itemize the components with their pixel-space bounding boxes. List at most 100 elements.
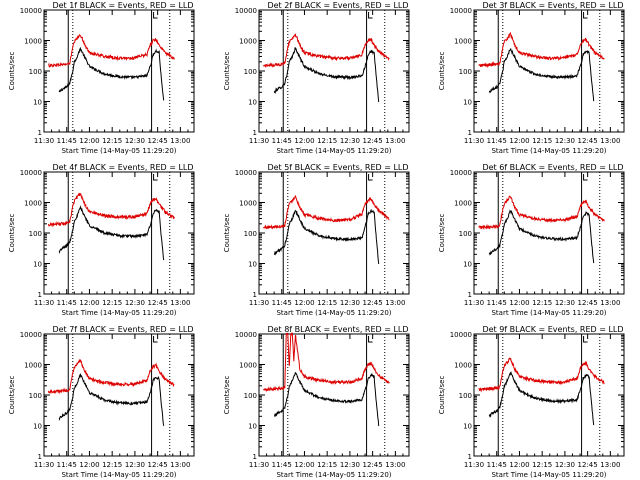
y-tick-label: 1000 xyxy=(454,200,472,208)
y-tick-label: 10 xyxy=(463,423,472,431)
y-tick-label: 100 xyxy=(459,392,472,400)
y-axis-label: Counts/sec xyxy=(223,376,231,415)
x-tick-label: 13:00 xyxy=(600,461,620,469)
y-tick-label: 100 xyxy=(244,230,257,238)
x-tick-label: 11:30 xyxy=(249,461,269,469)
panel-9: Det 9f BLACK = Events, RED = LLD 11:30 11:… xyxy=(438,325,625,479)
bracket-marker xyxy=(583,336,588,343)
y-tick-label: 1 xyxy=(38,453,42,461)
plot-frame xyxy=(258,9,410,133)
bracket-marker xyxy=(368,12,373,19)
series-lld xyxy=(263,33,390,68)
series-lld xyxy=(263,332,390,393)
panel-8: Det 8f BLACK = Events, RED = LLD 11:30 11:… xyxy=(223,325,410,479)
y-tick-label: 10 xyxy=(248,99,257,107)
x-tick-label: 12:45 xyxy=(578,137,598,145)
x-tick-label: 13:00 xyxy=(600,299,620,307)
panel-1: Det 1f BLACK = Events, RED = LLD 11:30 11:… xyxy=(8,1,195,155)
y-tick-label: 1000 xyxy=(454,38,472,46)
x-tick-label: 12:15 xyxy=(102,299,122,307)
y-tick-label: 10000 xyxy=(235,331,257,339)
x-tick-label: 11:45 xyxy=(487,299,507,307)
y-tick-label: 1000 xyxy=(454,362,472,370)
x-tick-label: 12:15 xyxy=(532,461,552,469)
panel-title: Det 9f BLACK = Events, RED = LLD xyxy=(482,325,623,334)
series-events xyxy=(58,46,165,101)
x-tick-label: 12:30 xyxy=(125,137,145,145)
plot-frame xyxy=(473,333,625,457)
x-tick-label: 11:45 xyxy=(57,461,77,469)
x-tick-label: 11:45 xyxy=(272,299,292,307)
x-tick-label: 12:30 xyxy=(340,137,360,145)
x-tick-label: 11:45 xyxy=(272,461,292,469)
bracket-marker xyxy=(368,174,373,181)
x-tick-label: 12:00 xyxy=(509,461,529,469)
x-axis-label: Start Time (14-May-05 11:29:20) xyxy=(491,471,606,479)
x-tick-label: 12:00 xyxy=(294,299,314,307)
series-lld xyxy=(478,357,605,393)
plot-frame xyxy=(473,171,625,295)
y-tick-label: 10 xyxy=(248,261,257,269)
x-axis-label: Start Time (14-May-05 11:29:20) xyxy=(276,309,391,317)
bracket-marker xyxy=(153,174,158,181)
x-tick-label: 11:30 xyxy=(34,299,54,307)
x-axis-label: Start Time (14-May-05 11:29:20) xyxy=(61,309,176,317)
x-tick-label: 11:45 xyxy=(57,299,77,307)
y-tick-label: 100 xyxy=(29,230,42,238)
y-tick-label: 100 xyxy=(459,68,472,76)
x-tick-label: 12:00 xyxy=(294,137,314,145)
panel-2: Det 2f BLACK = Events, RED = LLD 11:30 11:… xyxy=(223,1,410,155)
x-tick-label: 12:15 xyxy=(317,299,337,307)
x-tick-label: 11:30 xyxy=(34,461,54,469)
plot-frame xyxy=(258,333,410,457)
panel-title: Det 1f BLACK = Events, RED = LLD xyxy=(52,1,193,10)
panel-title: Det 2f BLACK = Events, RED = LLD xyxy=(267,1,408,10)
y-axis-label: Counts/sec xyxy=(8,52,16,91)
series-lld xyxy=(263,195,390,230)
bracket-marker xyxy=(368,336,373,343)
y-tick-label: 10000 xyxy=(450,7,472,15)
panel-title: Det 6f BLACK = Events, RED = LLD xyxy=(482,163,623,172)
x-tick-label: 12:15 xyxy=(532,137,552,145)
x-tick-label: 12:00 xyxy=(509,299,529,307)
plot-frame xyxy=(43,9,195,133)
bracket-marker xyxy=(583,12,588,19)
y-tick-label: 1000 xyxy=(24,38,42,46)
x-tick-label: 12:00 xyxy=(79,137,99,145)
y-axis-label: Counts/sec xyxy=(438,52,446,91)
y-tick-label: 100 xyxy=(244,392,257,400)
x-tick-label: 12:45 xyxy=(363,299,383,307)
y-tick-label: 10 xyxy=(248,423,257,431)
y-tick-label: 1000 xyxy=(239,38,257,46)
y-tick-label: 10000 xyxy=(20,331,42,339)
series-events xyxy=(488,48,595,102)
panel-4: Det 4f BLACK = Events, RED = LLD 11:30 11:… xyxy=(8,163,195,317)
x-tick-label: 12:15 xyxy=(532,299,552,307)
bracket-marker xyxy=(153,336,158,343)
series-lld xyxy=(478,31,605,69)
x-axis-label: Start Time (14-May-05 11:29:20) xyxy=(61,147,176,155)
series-lld xyxy=(48,192,175,228)
y-tick-label: 10000 xyxy=(20,169,42,177)
y-axis-label: Counts/sec xyxy=(8,376,16,415)
x-axis-label: Start Time (14-May-05 11:29:20) xyxy=(276,147,391,155)
y-axis-label: Counts/sec xyxy=(438,376,446,415)
y-tick-label: 1 xyxy=(38,291,42,299)
x-tick-label: 12:15 xyxy=(102,461,122,469)
y-tick-label: 100 xyxy=(29,68,42,76)
series-events xyxy=(273,208,380,264)
y-axis-label: Counts/sec xyxy=(223,214,231,253)
y-tick-label: 1 xyxy=(253,453,257,461)
x-tick-label: 12:00 xyxy=(509,137,529,145)
x-tick-label: 12:15 xyxy=(102,137,122,145)
series-lld xyxy=(478,195,605,230)
series-events xyxy=(488,209,595,264)
x-tick-label: 12:45 xyxy=(578,299,598,307)
series-events xyxy=(273,372,380,426)
x-tick-label: 12:30 xyxy=(340,461,360,469)
x-tick-label: 13:00 xyxy=(170,461,190,469)
x-tick-label: 12:30 xyxy=(125,299,145,307)
x-tick-label: 11:45 xyxy=(57,137,77,145)
x-tick-label: 13:00 xyxy=(170,299,190,307)
